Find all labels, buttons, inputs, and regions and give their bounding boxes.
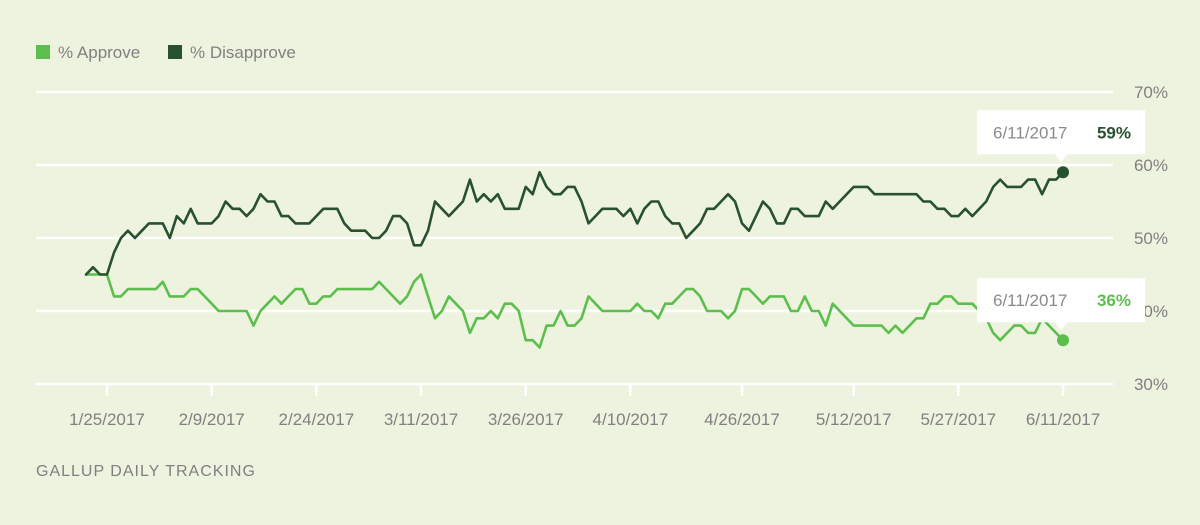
- series-line-disapprove: [84, 171, 1065, 276]
- callout-date: 6/11/2017: [993, 291, 1067, 310]
- series-line-approve: [84, 273, 1065, 349]
- callout-value: 59%: [1097, 123, 1131, 142]
- end-callouts: 6/11/2017 59% 6/11/2017 36%: [977, 110, 1145, 347]
- x-tick-label: 3/26/2017: [488, 410, 564, 429]
- callout-box: [977, 110, 1145, 163]
- series-lines: [84, 171, 1065, 349]
- callout-box: [977, 278, 1145, 331]
- x-tick-label: 5/27/2017: [921, 410, 997, 429]
- x-tick-label: 4/26/2017: [704, 410, 780, 429]
- legend-label-approve: % Approve: [58, 43, 140, 62]
- callout-value: 36%: [1097, 291, 1131, 310]
- legend-swatch-approve: [36, 45, 50, 59]
- x-tick-label: 4/10/2017: [593, 410, 669, 429]
- y-tick-label: 50%: [1134, 229, 1168, 248]
- x-tick-label: 3/11/2017: [384, 410, 458, 429]
- footer-source: GALLUP DAILY TRACKING: [36, 463, 256, 480]
- legend: % Approve % Disapprove: [36, 43, 296, 62]
- y-tick-label: 70%: [1134, 83, 1168, 102]
- x-tick-label: 6/11/2017: [1026, 410, 1100, 429]
- end-point-marker: [1057, 334, 1069, 347]
- callout-disapprove: 6/11/2017 59%: [977, 110, 1145, 179]
- end-point-marker: [1057, 166, 1069, 179]
- legend-label-disapprove: % Disapprove: [190, 43, 296, 62]
- x-axis: 1/25/2017 2/9/2017 2/24/2017 3/11/2017 3/26/…: [69, 384, 1100, 429]
- x-tick-label: 5/12/2017: [816, 410, 892, 429]
- x-tick-label: 2/9/2017: [179, 410, 245, 429]
- x-tick-label: 2/24/2017: [279, 410, 355, 429]
- callout-date: 6/11/2017: [993, 123, 1067, 142]
- x-tick-label: 1/25/2017: [69, 410, 145, 429]
- gridlines: [36, 90, 1113, 386]
- callout-approve: 6/11/2017 36%: [977, 278, 1145, 347]
- legend-swatch-disapprove: [168, 45, 182, 59]
- y-tick-label: 30%: [1134, 375, 1168, 394]
- y-tick-label: 60%: [1134, 156, 1168, 175]
